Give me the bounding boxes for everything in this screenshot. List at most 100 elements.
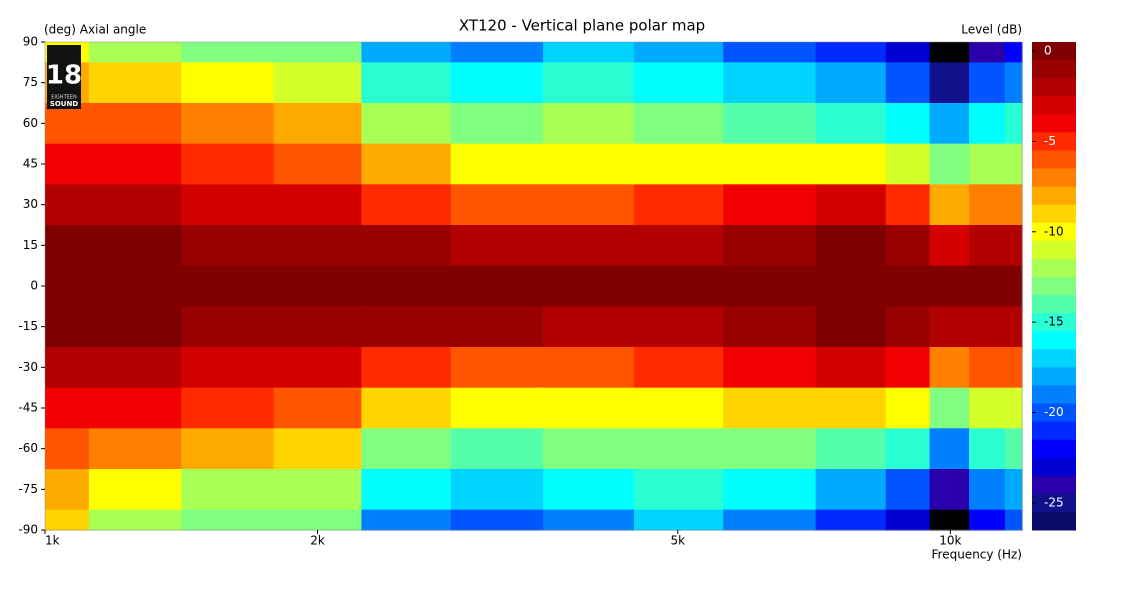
contour-cell bbox=[969, 509, 1006, 531]
contour-cell bbox=[543, 62, 635, 104]
contour-cell bbox=[723, 265, 817, 307]
x-tick-label: 5k bbox=[670, 534, 685, 548]
colorbar-tick-label: -25 bbox=[1044, 495, 1064, 509]
contour-cell bbox=[885, 225, 931, 267]
contour-cell bbox=[181, 265, 275, 307]
colorbar-band bbox=[1032, 385, 1076, 404]
contour-cell bbox=[815, 469, 887, 511]
contour-cell bbox=[885, 42, 931, 63]
contour-cell bbox=[633, 143, 724, 185]
x-tick-label: 2k bbox=[310, 534, 325, 548]
y-tick-label: -60 bbox=[18, 441, 38, 455]
colorbar-band bbox=[1032, 403, 1076, 423]
y-tick-label: 15 bbox=[23, 238, 38, 252]
contour-cell bbox=[885, 103, 931, 145]
contour-cell bbox=[633, 509, 724, 531]
y-axis-label: (deg) Axial angle bbox=[44, 23, 146, 37]
contour-cell bbox=[450, 143, 544, 185]
contour-cell bbox=[88, 347, 182, 389]
contour-cell bbox=[633, 42, 724, 63]
contour-field bbox=[45, 42, 1023, 531]
colorbar-band bbox=[1032, 421, 1076, 441]
contour-cell bbox=[815, 265, 887, 307]
contour-cell bbox=[929, 347, 970, 389]
x-axis-label: Frequency (Hz) bbox=[932, 548, 1023, 562]
contour-cell bbox=[450, 306, 544, 348]
contour-cell bbox=[633, 387, 724, 429]
contour-cell bbox=[45, 225, 90, 267]
contour-cell bbox=[815, 143, 887, 185]
contour-cell bbox=[1004, 509, 1023, 531]
contour-cell bbox=[885, 509, 931, 531]
contour-cell bbox=[723, 347, 817, 389]
contour-cell bbox=[88, 42, 182, 63]
contour-cell bbox=[885, 428, 931, 470]
contour-cell bbox=[815, 42, 887, 63]
contour-cell bbox=[929, 387, 970, 429]
contour-cell bbox=[1004, 387, 1023, 429]
contour-cell bbox=[815, 387, 887, 429]
contour-cell bbox=[450, 509, 544, 531]
contour-cell bbox=[273, 469, 362, 511]
contour-cell bbox=[969, 42, 1006, 63]
contour-cell bbox=[361, 509, 452, 531]
contour-cell bbox=[450, 265, 544, 307]
colorbar-band bbox=[1032, 331, 1076, 350]
contour-cell bbox=[633, 428, 724, 470]
contour-cell bbox=[885, 62, 931, 104]
contour-cell bbox=[181, 103, 275, 145]
contour-cell bbox=[181, 387, 275, 429]
contour-cell bbox=[273, 306, 362, 348]
contour-cell bbox=[273, 428, 362, 470]
colorbar: 0 -5 -10 -15 -20 -25 bbox=[1032, 42, 1076, 531]
contour-cell bbox=[815, 428, 887, 470]
contour-cell bbox=[88, 265, 182, 307]
colorbar-band bbox=[1032, 349, 1076, 368]
contour-cell bbox=[361, 469, 452, 511]
contour-cell bbox=[273, 42, 362, 63]
contour-cell bbox=[181, 184, 275, 226]
contour-cell bbox=[543, 103, 635, 145]
contour-cell bbox=[181, 509, 275, 531]
contour-cell bbox=[885, 306, 931, 348]
contour-cell bbox=[929, 143, 970, 185]
contour-cell bbox=[815, 509, 887, 531]
contour-cell bbox=[1004, 469, 1023, 511]
contour-cell bbox=[181, 225, 275, 267]
contour-cell bbox=[273, 225, 362, 267]
contour-cell bbox=[450, 469, 544, 511]
contour-cell bbox=[969, 428, 1006, 470]
contour-cell bbox=[45, 347, 90, 389]
contour-cell bbox=[543, 387, 635, 429]
contour-cell bbox=[45, 143, 90, 185]
contour-cell bbox=[969, 306, 1006, 348]
contour-cell bbox=[88, 225, 182, 267]
contour-cell bbox=[450, 225, 544, 267]
contour-cell bbox=[633, 347, 724, 389]
colorbar-band bbox=[1032, 168, 1076, 188]
contour-cell bbox=[181, 428, 275, 470]
contour-cell bbox=[969, 265, 1006, 307]
contour-cell bbox=[543, 225, 635, 267]
colorbar-band bbox=[1032, 96, 1076, 115]
contour-cell bbox=[885, 265, 931, 307]
y-tick-label: 60 bbox=[23, 116, 38, 130]
contour-cell bbox=[45, 184, 90, 226]
contour-cell bbox=[1004, 184, 1023, 226]
contour-cell bbox=[885, 347, 931, 389]
contour-cell bbox=[633, 469, 724, 511]
contour-cell bbox=[88, 143, 182, 185]
contour-cell bbox=[45, 469, 90, 511]
contour-cell bbox=[929, 225, 970, 267]
contour-cell bbox=[1004, 347, 1023, 389]
contour-cell bbox=[181, 143, 275, 185]
contour-cell bbox=[181, 306, 275, 348]
logo-number: 18 bbox=[46, 61, 82, 91]
colorbar-band bbox=[1032, 457, 1076, 477]
contour-cell bbox=[361, 143, 452, 185]
y-tick-label: -45 bbox=[18, 401, 38, 415]
contour-cell bbox=[361, 103, 452, 145]
contour-cell bbox=[181, 42, 275, 63]
contour-cell bbox=[273, 265, 362, 307]
contour-cell bbox=[723, 103, 817, 145]
